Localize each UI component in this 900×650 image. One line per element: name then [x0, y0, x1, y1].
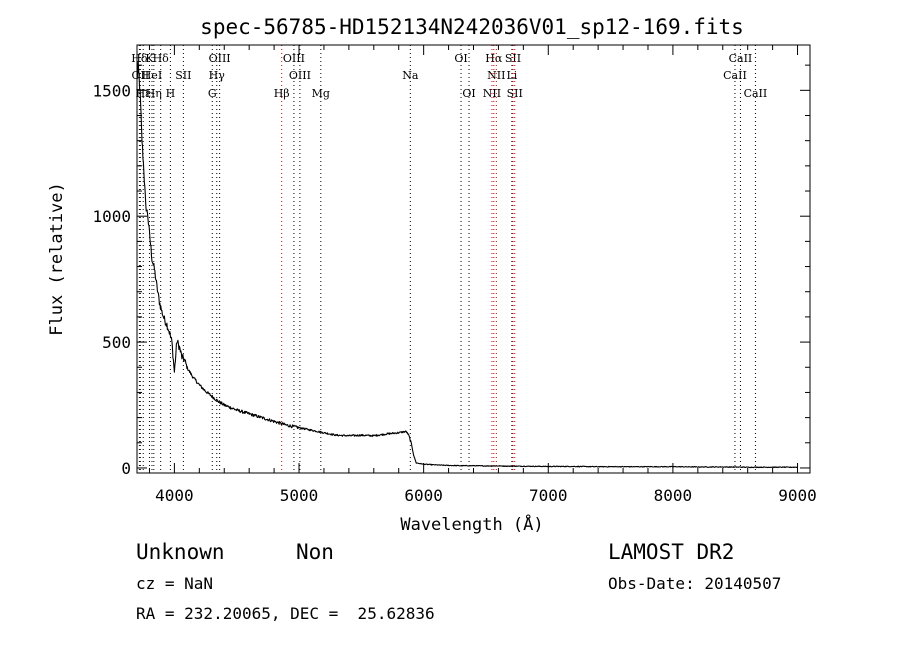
- line-marker-label: Hβ: [274, 87, 290, 100]
- line-marker-label: OIII: [283, 52, 305, 65]
- line-marker-label: NII: [487, 69, 505, 82]
- line-marker-label: Mg: [312, 87, 330, 100]
- line-marker-label: SII: [505, 52, 521, 65]
- line-marker-label: SII: [175, 69, 191, 82]
- y-tick-label: 0: [121, 459, 131, 478]
- x-tick-label: 6000: [404, 486, 443, 505]
- coordinates: RA = 232.20065, DEC = 25.62836: [136, 604, 435, 623]
- line-marker-label: OI: [454, 52, 467, 65]
- line-marker-label: Hα: [485, 52, 503, 65]
- y-tick-label: 500: [102, 333, 131, 352]
- chart-title: spec-56785-HD152134N242036V01_sp12-169.f…: [200, 15, 744, 39]
- line-marker-label: CaII: [729, 52, 753, 65]
- line-marker-label: HeI: [142, 69, 162, 82]
- line-marker-label: Hγ: [209, 69, 226, 82]
- object-subclass: Non: [296, 540, 334, 564]
- tick-marks: [137, 45, 810, 473]
- line-marker-label: OI: [462, 87, 475, 100]
- line-marker-label: H: [166, 87, 176, 100]
- x-axis-label: Wavelength (Å): [400, 513, 543, 535]
- observation-date: Obs-Date: 20140507: [608, 574, 782, 593]
- line-marker-label: K: [145, 52, 154, 65]
- line-marker-label: OIII: [289, 69, 311, 82]
- survey-name: LAMOST DR2: [608, 540, 735, 564]
- x-tick-label: 9000: [778, 486, 817, 505]
- line-marker-label: Li: [506, 69, 517, 82]
- x-tick-label: 5000: [280, 486, 319, 505]
- x-tick-label: 4000: [155, 486, 194, 505]
- line-marker-label: Hδ: [153, 52, 170, 65]
- object-type: Unknown: [136, 540, 225, 564]
- line-marker-label: Hη: [146, 87, 162, 100]
- tick-labels: 4000 5000 6000 7000 8000 9000 0 500 1000 1500: [92, 81, 816, 505]
- spectrum-line: [136, 60, 798, 469]
- y-tick-label: 1500: [92, 81, 131, 100]
- x-tick-label: 8000: [654, 486, 693, 505]
- line-marker-label: CaII: [723, 69, 747, 82]
- x-tick-label: 7000: [529, 486, 568, 505]
- line-marker-label: OIII: [209, 52, 231, 65]
- line-marker-label: Na: [402, 69, 419, 82]
- y-axis-label: Flux (relative): [47, 182, 67, 336]
- line-marker-label: OII: [132, 69, 150, 82]
- line-marker-label: G: [208, 87, 217, 100]
- redshift-cz: cz = NaN: [136, 574, 214, 593]
- line-marker-label: NII: [483, 87, 501, 100]
- line-marker-label: SII: [507, 87, 523, 100]
- line-marker-label: CaII: [744, 87, 768, 100]
- plot-frame: [136, 44, 811, 474]
- y-tick-label: 1000: [92, 207, 131, 226]
